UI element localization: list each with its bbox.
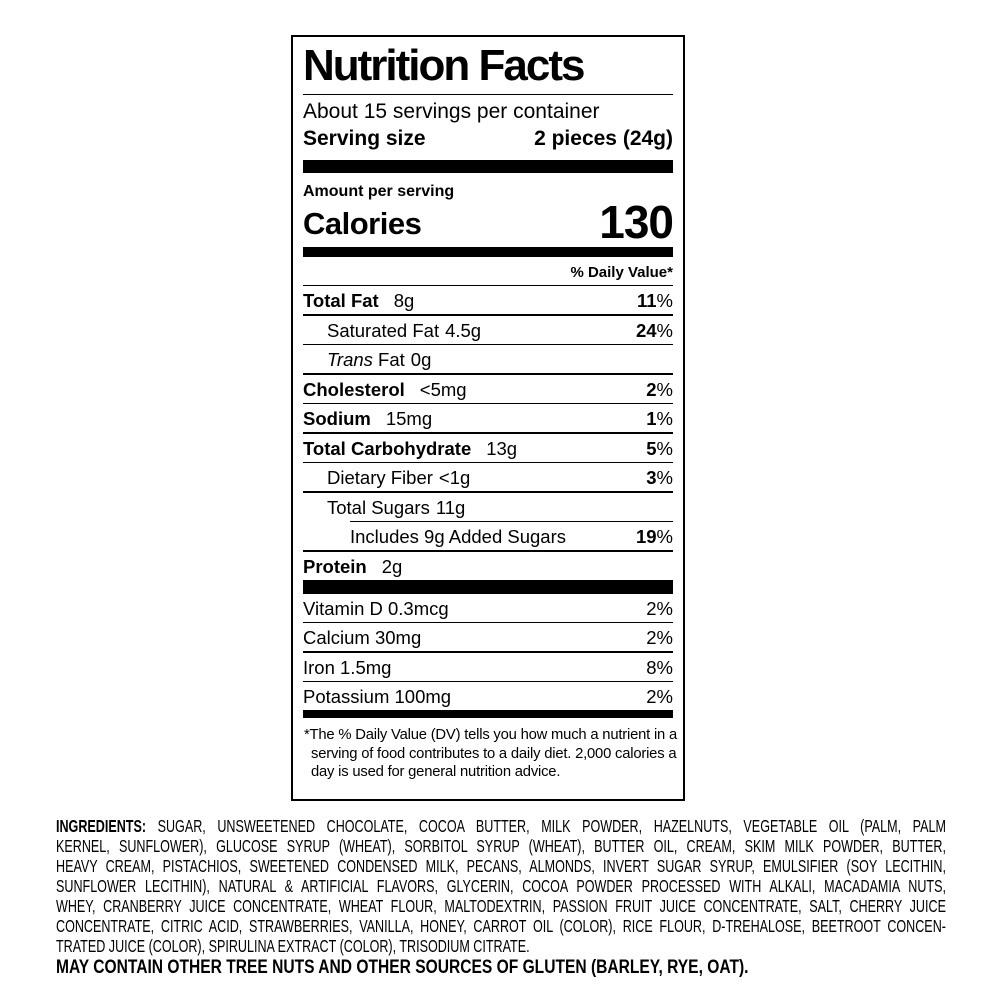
ingredients-statement: INGREDIENTS: SUGAR, UNSWEETENED CHOCOLAT… [56, 816, 946, 979]
nutrient-row: Sodium 15mg 1% [303, 404, 673, 432]
amount-per-serving-label: Amount per serving [303, 183, 455, 200]
nutrient-amount: <1g [438, 467, 471, 488]
ingredients-line: TRATED JUICE (COLOR), SPIRULINA EXTRACT … [56, 936, 530, 956]
daily-value-percent: 1% [646, 408, 673, 429]
daily-value-percent: 2% [646, 627, 673, 648]
rule [303, 373, 673, 375]
nutrient-row: Cholesterol <5mg 2% [303, 375, 673, 403]
daily-value-percent: 24% [635, 319, 673, 341]
calories-row: Calories 130 [303, 196, 674, 248]
nutrient-amount: 11g [435, 496, 466, 518]
ingredients-line: KERNEL, SUNFLOWER), GLUCOSE SYRUP (WHEAT… [56, 836, 946, 856]
rule [350, 520, 673, 522]
footnote-line: day is used for general nutrition advice… [311, 764, 561, 780]
serving-size-label: Serving size [303, 127, 426, 150]
nutrient-amount: 4.5g [445, 319, 482, 341]
rule [303, 621, 673, 623]
nutrient-name: Total Carbohydrate [303, 437, 472, 459]
calories-label: Calories [303, 206, 422, 241]
nutrient-row: Total Fat 8g 11% [303, 286, 673, 314]
nutrient-name: Potassium 100mg [303, 686, 452, 707]
section-bar [303, 247, 673, 257]
ingredients-line: INGREDIENTS: SUGAR, UNSWEETENED CHOCOLAT… [56, 816, 946, 836]
calories-value: 130 [599, 196, 674, 248]
serving-size-value: 2 pieces (24g) [534, 127, 673, 150]
rule [303, 432, 673, 434]
servings-per-container: About 15 servings per container [303, 100, 600, 123]
daily-value-percent: 2% [646, 378, 673, 400]
daily-value-percent: 3% [646, 467, 673, 488]
nutrient-row: Total Carbohydrate 13g 5% [303, 434, 673, 462]
section-bar [303, 160, 673, 173]
daily-value-percent: 19% [635, 526, 673, 547]
nutrient-row: Trans Fat 0g [303, 345, 673, 373]
ingredients-line: WHEY, CRANBERRY JUICE CONCENTRATE, WHEAT… [56, 896, 946, 916]
daily-value-header: % Daily Value* [303, 257, 673, 286]
rule [303, 491, 673, 493]
nutrient-row: Total Sugars 11g [303, 493, 673, 521]
nutrient-name: Saturated Fat [327, 319, 440, 341]
nutrient-name: Cholesterol [303, 378, 405, 400]
nutrient-amount: 15mg [385, 408, 433, 429]
nutrient-amount: 0g [410, 349, 432, 370]
allergen-statement: MAY CONTAIN OTHER TREE NUTS AND OTHER SO… [56, 957, 749, 978]
nutrient-name: Dietary Fiber [327, 467, 433, 488]
nutrient-row: Saturated Fat 4.5g 24% [303, 316, 673, 344]
ingredients-line: SUNFLOWER LECITHIN), NATURAL & ARTIFICIA… [56, 876, 946, 896]
daily-value-percent: 11% [636, 290, 673, 311]
rule [303, 461, 673, 463]
ingredients-line: CONCENTRATE, CITRIC ACID, STRAWBERRIES, … [56, 916, 946, 936]
rule [303, 680, 673, 682]
nutrient-name: Iron 1.5mg [303, 656, 392, 678]
daily-value-percent: 2% [646, 597, 673, 619]
ingredients-line: HEAVY CREAM, PISTACHIOS, SWEETENED CONDE… [56, 856, 946, 876]
nutrient-name: Protein [303, 555, 367, 577]
nutrient-name: Vitamin D 0.3mcg [303, 597, 449, 619]
nutrient-row: Protein 2g [303, 552, 673, 580]
nutrient-name: Total Fat [303, 290, 379, 311]
daily-value-percent: 8% [646, 656, 673, 678]
nutrient-name: Includes 9g Added Sugars [350, 526, 566, 547]
nutrition-facts-panel: Nutrition Facts About 15 servings per co… [291, 35, 685, 801]
daily-value-percent: 2% [646, 686, 673, 707]
footnote-line: serving of food contributes to a daily d… [311, 745, 677, 762]
rule [303, 651, 673, 653]
micronutrient-row: Calcium 30mg 2% [303, 623, 673, 651]
nutrient-name: Total Sugars [327, 496, 430, 518]
nutrient-name: Calcium 30mg [303, 627, 422, 648]
micronutrient-rows: Vitamin D 0.3mcg 2% Calcium 30mg 2% Iron 1.5… [303, 594, 673, 711]
nutrient-name: Sodium [303, 408, 371, 429]
section-bar [303, 710, 673, 718]
rule [303, 402, 673, 404]
nutrient-name: Trans Fat [327, 349, 405, 370]
nutrient-amount: <5mg [419, 378, 467, 400]
micronutrient-row: Iron 1.5mg 8% [303, 653, 673, 681]
rule [303, 550, 673, 552]
section-bar [303, 579, 673, 594]
ingredients-heading: INGREDIENTS: [56, 816, 147, 836]
footnote-line: *The % Daily Value (DV) tells you how mu… [304, 727, 678, 743]
nutrient-amount: 2g [381, 555, 403, 577]
nutrient-row: Dietary Fiber <1g 3% [303, 463, 673, 491]
daily-value-percent: 5% [646, 437, 673, 459]
micronutrient-row: Vitamin D 0.3mcg 2% [303, 594, 673, 622]
daily-value-footnote: *The % Daily Value (DV) tells you how mu… [303, 726, 678, 782]
rule [303, 314, 673, 316]
nutrition-facts-title: Nutrition Facts [303, 41, 673, 95]
micronutrient-row: Potassium 100mg 2% [303, 682, 673, 710]
nutrient-rows: Total Fat 8g 11% Saturated Fat 4.5g 24% Trans … [303, 286, 673, 580]
rule [303, 343, 673, 345]
nutrient-amount: 8g [393, 290, 415, 311]
serving-size-row: Serving size 2 pieces (24g) [303, 126, 673, 152]
nutrient-row: Includes 9g Added Sugars 19% [303, 522, 673, 550]
ingredients-paragraph: INGREDIENTS: SUGAR, UNSWEETENED CHOCOLAT… [56, 816, 946, 956]
nutrient-amount: 13g [486, 437, 518, 459]
